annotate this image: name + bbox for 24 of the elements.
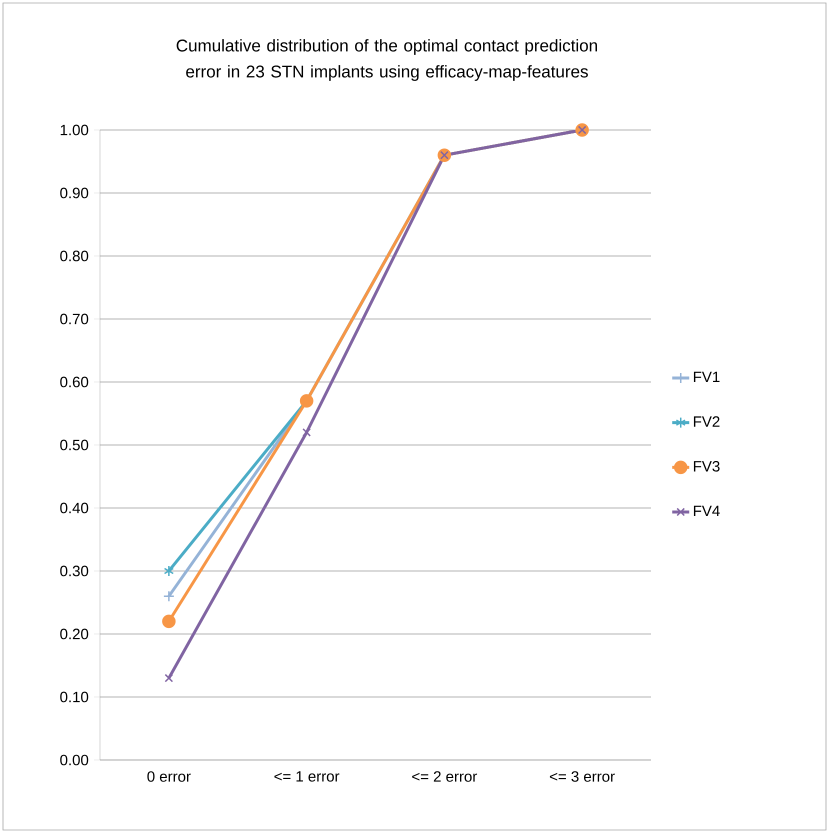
legend-label: FV1	[694, 372, 720, 382]
point	[164, 674, 174, 682]
y-tick-label: 0.30	[60, 566, 88, 576]
x-tick-label: <= 3 error	[550, 771, 615, 782]
x-tick-label: 0 error	[147, 771, 191, 782]
y-tick-label: 0.00	[60, 754, 88, 766]
legend-label: FV4	[694, 506, 720, 516]
legend-label: FV2	[694, 416, 720, 427]
y-tick-label: 1.00	[60, 124, 88, 136]
y-tick-label: 0.80	[60, 250, 88, 262]
y-tick-label: 0.90	[60, 188, 88, 198]
y-tick-label: 0.40	[60, 502, 88, 514]
point	[163, 590, 175, 602]
x-tick-label: <= 2 error	[412, 771, 478, 782]
y-tick-label: 0.60	[60, 376, 88, 388]
y-tick-label: 0.70	[60, 314, 88, 324]
y-tick-label: 0.50	[60, 440, 88, 450]
legend-label: FV3	[694, 460, 720, 472]
x-tick-label: <= 1 error	[274, 771, 340, 782]
point	[162, 614, 176, 628]
chart-title: Cumulative distribution of the optimal contact prediction error in 23 STN implants using efficacy-map-features	[176, 39, 597, 81]
point	[164, 565, 174, 577]
y-tick-label: 0.10	[60, 692, 88, 702]
y-tick-label: 0.20	[60, 628, 88, 640]
